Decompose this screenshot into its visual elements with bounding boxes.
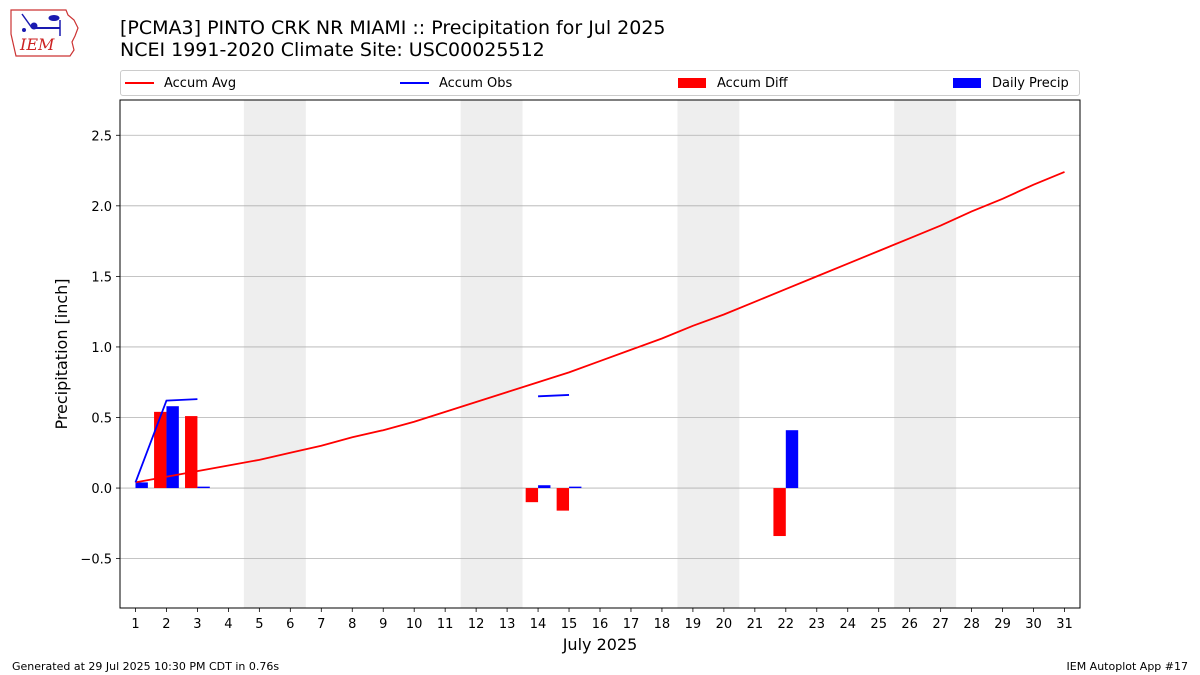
x-tick-label: 10: [406, 617, 423, 632]
weekend-shade-1: [460, 100, 523, 608]
x-tick-label: 2: [162, 617, 170, 632]
accum-obs-line-0: [134, 398, 198, 483]
legend-swatch-accum-diff: [678, 78, 706, 88]
y-tick-label: 1.0: [91, 341, 112, 356]
accum-avg-line: [135, 171, 1065, 484]
accum-diff-bar: [154, 411, 167, 489]
x-tick-label: 26: [901, 617, 918, 632]
y-tick-label: 1.5: [91, 270, 112, 285]
x-tick-label: 18: [654, 617, 671, 632]
y-tick-label: 2.0: [91, 200, 112, 215]
x-tick-label: 4: [224, 617, 232, 632]
x-tick-label: 17: [623, 617, 640, 632]
accum-diff-bar: [773, 488, 786, 537]
legend-item-daily-precip: Daily Precip: [953, 74, 1069, 92]
plot-frame: [119, 99, 1081, 609]
y-tick-label: −0.5: [80, 553, 112, 568]
chart-legend: Accum Avg Accum Obs Accum Diff Daily Pre…: [120, 70, 1080, 96]
legend-label-daily-precip: Daily Precip: [992, 75, 1069, 91]
logo-text: IEM: [19, 35, 55, 54]
legend-item-accum-diff: Accum Diff: [678, 74, 788, 92]
daily-precip-bar: [197, 486, 210, 489]
x-tick-label: 20: [716, 617, 733, 632]
x-tick-label: 5: [255, 617, 263, 632]
accum-diff-bar: [525, 488, 539, 503]
legend-label-accum-obs: Accum Obs: [439, 75, 513, 91]
x-tick-label: 29: [994, 617, 1011, 632]
x-tick-label: 22: [778, 617, 795, 632]
daily-precip-bar: [569, 486, 582, 489]
y-tick-label: 2.5: [91, 129, 112, 144]
x-tick-label: 28: [963, 617, 980, 632]
x-tick-label: 3: [193, 617, 201, 632]
legend-item-accum-obs: Accum Obs: [400, 74, 512, 92]
x-tick-label: 21: [747, 617, 764, 632]
x-tick-label: 6: [286, 617, 294, 632]
x-tick-label: 27: [932, 617, 949, 632]
accum-diff-bar: [556, 488, 570, 511]
x-tick-label: 24: [839, 617, 856, 632]
legend-swatch-daily-precip: [953, 78, 981, 88]
x-tick-label: 30: [1025, 617, 1042, 632]
x-tick-label: 11: [437, 617, 454, 632]
legend-item-accum-avg: Accum Avg: [125, 74, 236, 92]
iem-logo: IEM: [10, 9, 79, 57]
weekend-shade-0: [243, 100, 306, 608]
weekend-shade-3: [894, 100, 957, 608]
x-tick-label: 19: [685, 617, 702, 632]
x-tick-label: 25: [870, 617, 887, 632]
x-tick-label: 23: [809, 617, 826, 632]
y-tick-label: 0.0: [91, 482, 112, 497]
x-tick-label: 16: [592, 617, 609, 632]
accum-diff-bar: [185, 416, 198, 489]
daily-precip-bar: [785, 430, 799, 489]
x-tick-label: 14: [530, 617, 547, 632]
app-credit: IEM Autoplot App #17: [1066, 660, 1189, 673]
x-tick-label: 7: [317, 617, 325, 632]
daily-precip-bar: [166, 406, 179, 489]
daily-precip-bar: [135, 482, 148, 489]
weather-station-icon: [21, 13, 61, 36]
x-axis-label: July 2025: [562, 635, 638, 654]
x-tick-label: 9: [379, 617, 387, 632]
chart-title: [PCMA3] PINTO CRK NR MIAMI :: Precipitat…: [120, 17, 666, 39]
accum-obs-line-1: [538, 394, 570, 398]
legend-swatch-accum-avg: [125, 82, 154, 84]
y-axis-label: Precipitation [inch]: [52, 278, 71, 429]
daily-precip-bar: [538, 485, 551, 489]
y-tick-label: 0.5: [91, 412, 112, 427]
x-tick-label: 15: [561, 617, 578, 632]
chart-subtitle: NCEI 1991-2020 Climate Site: USC00025512: [120, 39, 545, 61]
x-tick-label: 8: [348, 617, 356, 632]
weekend-shade-2: [677, 100, 740, 608]
x-tick-label: 31: [1056, 617, 1073, 632]
legend-swatch-accum-obs: [400, 82, 429, 84]
generated-timestamp: Generated at 29 Jul 2025 10:30 PM CDT in…: [12, 660, 280, 673]
legend-label-accum-avg: Accum Avg: [164, 75, 237, 91]
legend-label-accum-diff: Accum Diff: [717, 75, 788, 91]
x-tick-label: 13: [499, 617, 516, 632]
x-tick-label: 12: [468, 617, 485, 632]
x-tick-label: 1: [131, 617, 139, 632]
